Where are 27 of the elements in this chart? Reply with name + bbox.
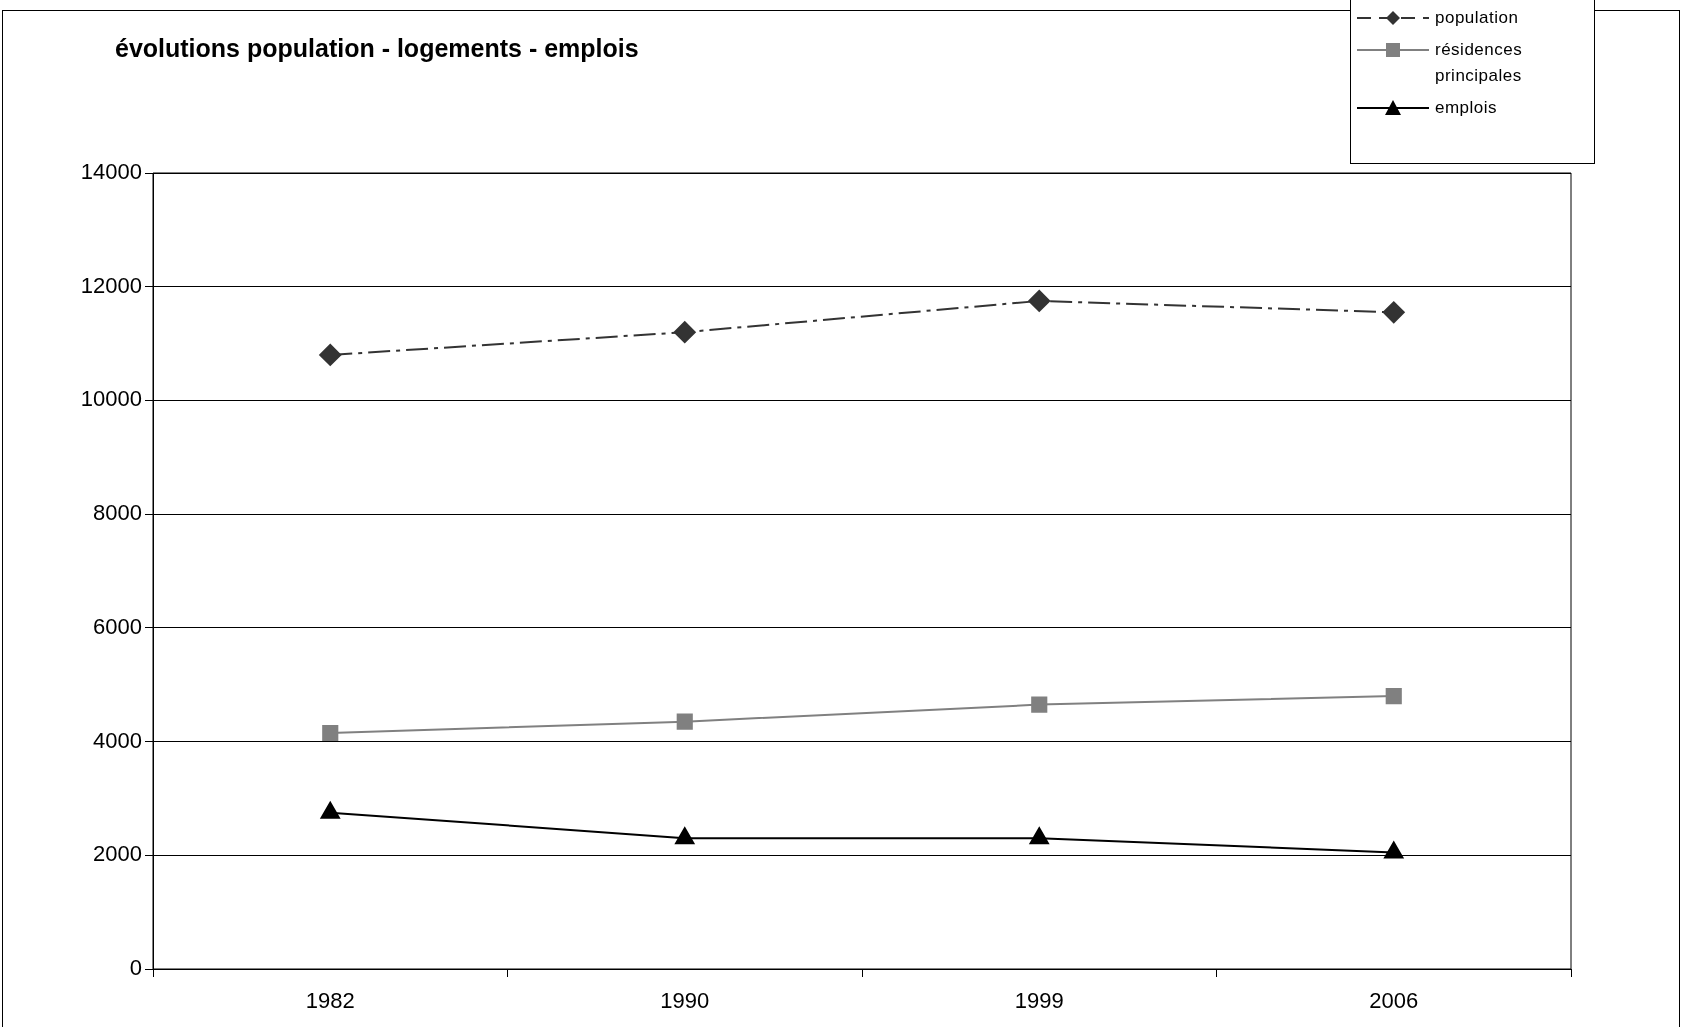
y-tick-label: 12000 (80, 272, 142, 298)
y-tick-label: 0 (129, 955, 142, 981)
legend-label: emplois (1435, 97, 1499, 119)
y-tick-label: 14000 (80, 159, 142, 185)
point (320, 801, 340, 819)
x-tick-label: 1990 (660, 988, 710, 1014)
legend-label: population (1435, 7, 1520, 29)
x-tick-label: 2006 (1369, 988, 1419, 1014)
point (675, 827, 695, 845)
point (322, 724, 339, 742)
point (1382, 301, 1405, 324)
x-tick-label: 1999 (1014, 988, 1064, 1014)
y-tick-label: 8000 (93, 500, 142, 526)
x-tick-label: 1982 (305, 988, 355, 1014)
y-tick-label: 10000 (80, 386, 142, 412)
y-tick-label: 4000 (93, 727, 142, 753)
point (1031, 696, 1048, 713)
point (1028, 289, 1051, 312)
point (1385, 688, 1402, 705)
point (1029, 827, 1049, 845)
point (676, 713, 693, 730)
point (1384, 841, 1404, 859)
point (673, 321, 696, 344)
y-tick-label: 2000 (93, 841, 142, 867)
y-tick-label: 6000 (93, 613, 142, 639)
chart-title: évolutions population - logements - emplois (115, 34, 639, 63)
point (319, 343, 342, 366)
